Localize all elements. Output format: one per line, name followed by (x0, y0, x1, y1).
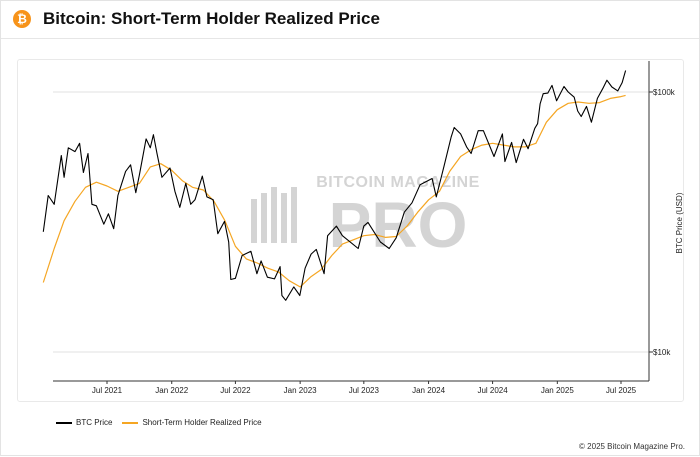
legend-item-sth-realized-price[interactable]: Short-Term Holder Realized Price (122, 418, 262, 427)
legend-label-btc-price: BTC Price (76, 418, 113, 427)
legend: BTC Price Short-Term Holder Realized Pri… (56, 418, 272, 427)
legend-item-btc-price[interactable]: BTC Price (56, 418, 112, 427)
chart-header: ₿ Bitcoin: Short-Term Holder Realized Pr… (1, 1, 699, 39)
chart-panel (17, 59, 684, 402)
legend-swatch-sth-realized-price (122, 421, 139, 424)
copyright: © 2025 Bitcoin Magazine Pro. (579, 442, 685, 451)
bitcoin-icon: ₿ (13, 10, 31, 28)
legend-label-sth-realized-price: Short-Term Holder Realized Price (142, 418, 262, 427)
page-title: Bitcoin: Short-Term Holder Realized Pric… (43, 9, 380, 28)
legend-swatch-btc-price (56, 421, 72, 424)
